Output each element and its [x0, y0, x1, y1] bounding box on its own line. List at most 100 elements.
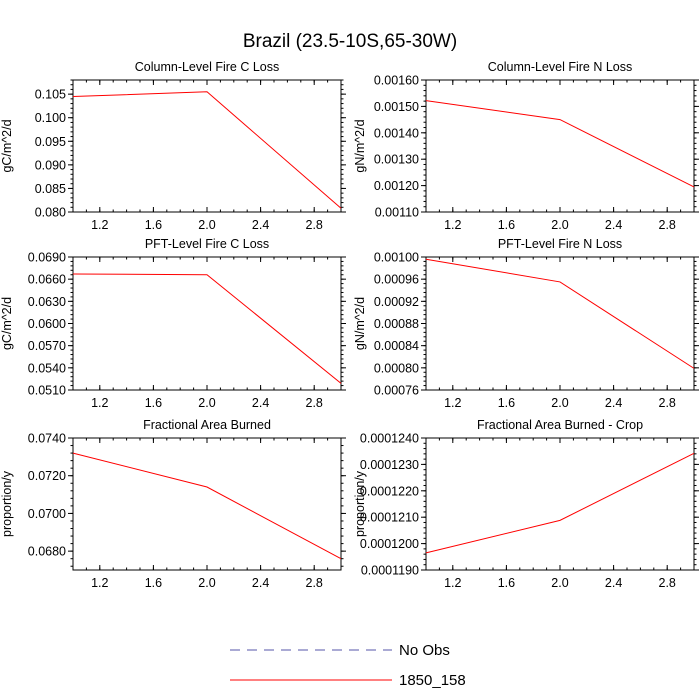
series-line-1850_158: [72, 91, 342, 209]
y-tick-label: 0.0660: [28, 273, 66, 287]
series-line-1850_158: [425, 258, 695, 369]
y-tick-label: 0.0740: [28, 432, 66, 446]
y-axis-label: gN/m^2/d: [353, 119, 367, 172]
y-tick-label: 0.00150: [374, 100, 419, 114]
series-line-1850_158: [72, 273, 342, 384]
x-tick-label: 2.0: [551, 218, 568, 232]
x-tick-label: 2.4: [252, 576, 269, 590]
y-tick-label: 0.00088: [374, 317, 419, 331]
y-tick-label: 0.0630: [28, 295, 66, 309]
series-line-1850_158: [72, 452, 342, 560]
panel-frame: [425, 437, 695, 571]
x-tick-label: 1.6: [498, 396, 515, 410]
y-axis-label: proportion/y: [0, 470, 14, 537]
panel-title: Fractional Area Burned - Crop: [477, 418, 643, 432]
series-line-1850_158: [425, 100, 695, 188]
panel-4: PFT-Level Fire N Loss 1.2 1.6 2.0 2.4 2.8 0.00…: [353, 237, 699, 410]
x-tick-label: 1.6: [145, 576, 162, 590]
x-tick-label: 2.0: [551, 396, 568, 410]
legend: No Obs 1850_158: [230, 642, 466, 689]
y-tick-label: 0.0001230: [360, 458, 419, 472]
panel-frame: [425, 256, 695, 391]
panel-1: Column-Level Fire C Loss 1.2 1.6 2.0 2.4 2.8 0…: [0, 60, 346, 232]
x-tick-label: 2.8: [306, 396, 323, 410]
y-tick-label: 0.090: [35, 158, 66, 172]
x-tick-label: 2.8: [659, 396, 676, 410]
y-tick-label: 0.105: [35, 88, 66, 102]
y-tick-label: 0.095: [35, 135, 66, 149]
y-tick-label: 0.085: [35, 182, 66, 196]
figure-title: Brazil (23.5-10S,65-30W): [243, 31, 457, 52]
y-tick-label: 0.00140: [374, 126, 419, 140]
y-tick-label: 0.00076: [374, 384, 419, 398]
x-tick-label: 2.4: [605, 576, 622, 590]
y-tick-label: 0.0600: [28, 317, 66, 331]
series-line-1850_158: [425, 452, 695, 554]
x-tick-label: 1.2: [444, 218, 461, 232]
x-tick-label: 2.4: [252, 396, 269, 410]
panel-title: PFT-Level Fire N Loss: [498, 237, 622, 251]
y-tick-label: 0.0001220: [360, 484, 419, 498]
y-tick-label: 0.00120: [374, 179, 419, 193]
legend-label-1850-158: 1850_158: [399, 672, 466, 689]
y-axis-label: gC/m^2/d: [0, 297, 14, 350]
x-tick-label: 2.8: [659, 218, 676, 232]
panel-frame: [72, 437, 342, 571]
legend-label-no-obs: No Obs: [399, 642, 450, 659]
x-tick-label: 2.8: [306, 576, 323, 590]
panel-frame: [72, 79, 342, 213]
y-tick-label: 0.00096: [374, 273, 419, 287]
y-tick-label: 0.080: [35, 206, 66, 220]
y-tick-label: 0.00084: [374, 339, 419, 353]
panel-6: Fractional Area Burned - Crop 1.2 1.6 2.0 2.…: [353, 418, 699, 590]
panel-3: PFT-Level Fire C Loss 1.2 1.6 2.0 2.4 2.8 0.05…: [0, 237, 346, 410]
y-tick-label: 0.100: [35, 111, 66, 125]
panels: Column-Level Fire C Loss 1.2 1.6 2.0 2.4 2.8 0…: [0, 60, 699, 590]
x-tick-label: 2.0: [198, 396, 215, 410]
x-tick-label: 2.4: [605, 396, 622, 410]
y-tick-label: 0.00092: [374, 295, 419, 309]
y-tick-label: 0.0540: [28, 361, 66, 375]
y-tick-label: 0.0690: [28, 251, 66, 265]
y-tick-label: 0.0001210: [360, 511, 419, 525]
y-tick-label: 0.00110: [375, 206, 419, 220]
panel-title: PFT-Level Fire C Loss: [145, 237, 269, 251]
panel-5: Fractional Area Burned 1.2 1.6 2.0 2.4 2.8 0.0…: [0, 418, 346, 590]
y-axis-label: proportion/y: [353, 470, 367, 537]
x-tick-label: 1.6: [145, 396, 162, 410]
y-tick-label: 0.0510: [28, 384, 66, 398]
y-axis-label: gN/m^2/d: [353, 297, 367, 350]
x-tick-label: 2.0: [198, 218, 215, 232]
x-tick-label: 1.2: [91, 576, 108, 590]
y-tick-label: 0.0001200: [360, 537, 419, 551]
y-tick-label: 0.0720: [28, 469, 66, 483]
panel-title: Fractional Area Burned: [143, 418, 271, 432]
y-tick-label: 0.00100: [374, 251, 419, 265]
y-tick-label: 0.0001190: [361, 564, 419, 578]
x-tick-label: 1.2: [91, 218, 108, 232]
x-tick-label: 1.6: [498, 218, 515, 232]
panel-2: Column-Level Fire N Loss 1.2 1.6 2.0 2.4 2.8 0…: [353, 60, 699, 232]
x-tick-label: 2.0: [198, 576, 215, 590]
y-tick-label: 0.0001240: [360, 432, 419, 446]
y-tick-label: 0.0570: [28, 339, 66, 353]
y-axis-label: gC/m^2/d: [0, 119, 14, 172]
x-tick-label: 1.6: [498, 576, 515, 590]
x-tick-label: 2.4: [252, 218, 269, 232]
x-tick-label: 1.6: [145, 218, 162, 232]
y-tick-label: 0.00130: [374, 153, 419, 167]
panel-frame: [425, 79, 695, 213]
x-tick-label: 2.8: [306, 218, 323, 232]
y-tick-label: 0.0700: [28, 507, 66, 521]
x-tick-label: 1.2: [91, 396, 108, 410]
panel-title: Column-Level Fire C Loss: [135, 60, 280, 74]
x-tick-label: 2.4: [605, 218, 622, 232]
y-tick-label: 0.0680: [28, 545, 66, 559]
x-tick-label: 2.0: [551, 576, 568, 590]
y-tick-label: 0.00160: [374, 74, 419, 88]
panel-title: Column-Level Fire N Loss: [488, 60, 633, 74]
x-tick-label: 2.8: [659, 576, 676, 590]
panel-frame: [72, 256, 342, 391]
x-tick-label: 1.2: [444, 576, 461, 590]
